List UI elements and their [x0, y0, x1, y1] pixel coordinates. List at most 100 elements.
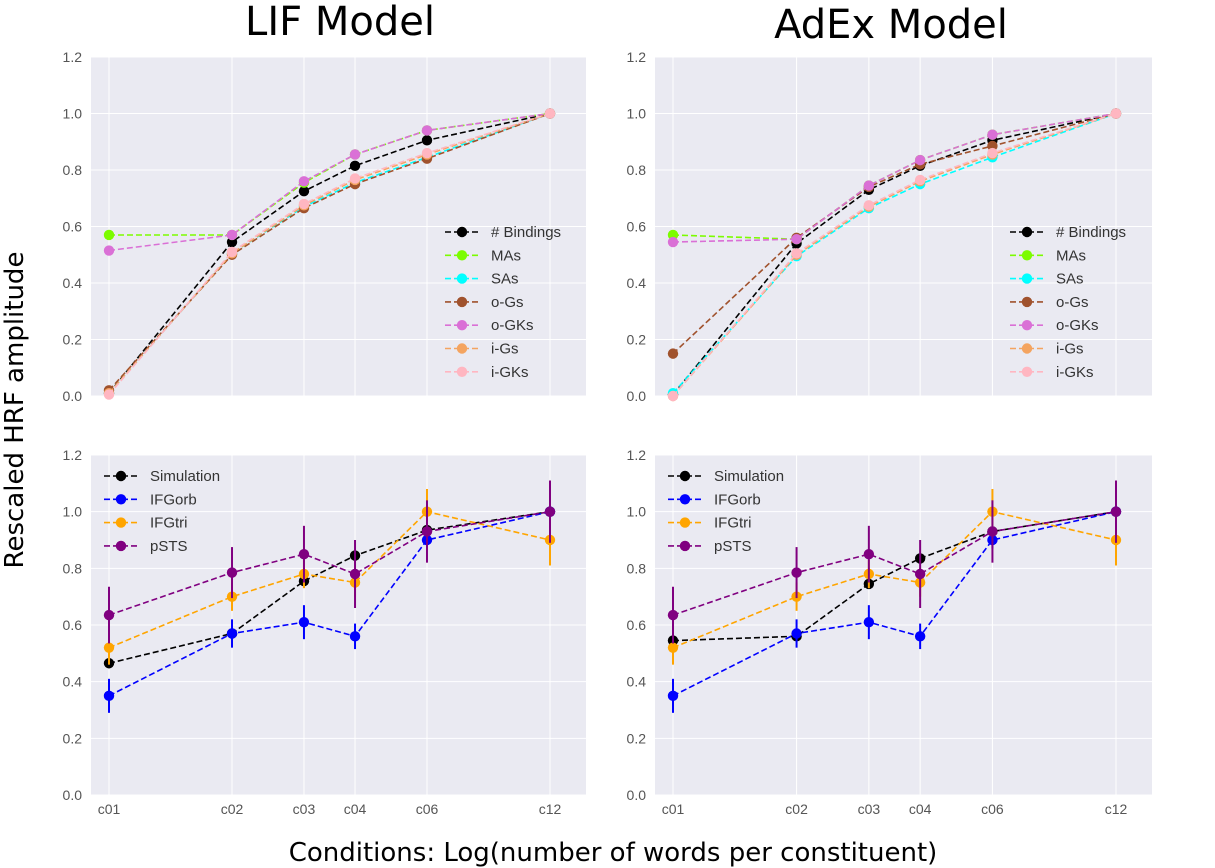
- x-tick-label: c01: [662, 801, 685, 817]
- legend-marker: [1021, 273, 1033, 284]
- data-point: [103, 609, 115, 621]
- series-line: [108, 510, 551, 649]
- y-tick-label: 1.0: [63, 106, 83, 122]
- y-tick-label: 0.8: [63, 162, 83, 178]
- series-line: [108, 510, 551, 665]
- series-line: [672, 112, 1117, 355]
- data-point: [914, 154, 926, 166]
- data-point: [914, 631, 926, 642]
- data-point: [226, 229, 238, 241]
- legend-item: o-Gs: [1010, 294, 1089, 311]
- data-point: [914, 174, 926, 186]
- legend-item: i-GKs: [445, 364, 529, 381]
- legend-label: i-GKs: [491, 364, 529, 381]
- data-point: [103, 229, 115, 241]
- x-tick-label: c04: [909, 801, 932, 817]
- series-line: [672, 112, 1117, 396]
- y-axis-title: Rescaled HRF amplitude: [0, 252, 30, 569]
- legend-marker: [1021, 320, 1033, 331]
- series-psts: [667, 480, 1122, 644]
- legend-marker: [1021, 296, 1033, 308]
- legend-marker: [456, 250, 468, 261]
- series-line: [672, 112, 1117, 241]
- data-point: [349, 631, 361, 642]
- data-point: [226, 567, 238, 578]
- legend-label: i-Gs: [1056, 341, 1084, 358]
- series-line: [108, 510, 551, 616]
- legend-item: SAs: [1010, 271, 1084, 288]
- x-tick-label: c12: [1105, 801, 1128, 817]
- legend-marker: [115, 470, 127, 482]
- legend-label: # Bindings: [491, 224, 561, 241]
- data-point: [349, 568, 361, 580]
- data-point: [1110, 108, 1122, 119]
- data-point: [103, 245, 115, 256]
- y-tick-label: 0.0: [63, 388, 83, 404]
- y-tick-label: 0.0: [627, 787, 647, 803]
- y-tick-label: 0.8: [627, 162, 647, 178]
- data-point: [791, 234, 802, 245]
- legend-marker: [456, 273, 468, 284]
- series-line: [672, 510, 1117, 649]
- y-tick-label: 0.6: [627, 617, 647, 633]
- legend-marker: [679, 540, 691, 552]
- data-point: [667, 236, 679, 248]
- data-point: [226, 246, 238, 258]
- data-point: [226, 628, 238, 639]
- legend-item: i-Gs: [1010, 341, 1084, 358]
- legend-marker: [115, 517, 127, 528]
- x-tick-label: c01: [98, 801, 121, 817]
- data-point: [1110, 506, 1122, 517]
- data-point: [421, 135, 433, 146]
- data-point: [863, 180, 875, 191]
- data-point: [298, 185, 310, 197]
- y-tick-label: 0.2: [627, 332, 647, 348]
- gridlines: [91, 56, 586, 397]
- data-point: [421, 125, 433, 136]
- legend-item: o-GKs: [1010, 317, 1099, 334]
- series-line: [108, 112, 551, 252]
- y-tick-label: 1.2: [63, 447, 83, 463]
- y-tick-label: 0.0: [63, 787, 83, 803]
- legend-label: IFGorb: [714, 491, 761, 508]
- y-tick-label: 0.6: [627, 219, 647, 235]
- data-point: [667, 609, 679, 621]
- series-line: [672, 112, 1117, 397]
- legend-item: IFGtri: [104, 515, 188, 532]
- data-point: [667, 690, 679, 702]
- chart-panel-2: 0.0 0.2 0.4 0.6 0.8 1.0 1.2 # Bindings MAs SAs o-G…: [627, 49, 1152, 404]
- series-line: [672, 510, 1117, 642]
- y-tick-label: 1.2: [63, 49, 83, 65]
- data-point: [544, 506, 556, 517]
- legend-label: Simulation: [714, 468, 784, 485]
- data-point: [298, 176, 310, 187]
- data-point: [349, 173, 361, 184]
- legend-label: i-Gs: [491, 341, 519, 358]
- legend-item: MAs: [1010, 247, 1086, 264]
- legend-item: pSTS: [104, 538, 188, 555]
- legend-marker: [1021, 226, 1033, 238]
- data-point: [863, 616, 875, 628]
- x-tick-label: c02: [785, 801, 808, 817]
- y-tick-label: 1.0: [627, 504, 647, 520]
- legend-item: SAs: [445, 271, 519, 288]
- data-point: [914, 568, 926, 580]
- legend-label: pSTS: [714, 538, 752, 555]
- legend-label: pSTS: [150, 538, 188, 555]
- x-tick-label: c04: [344, 801, 367, 817]
- legend-item: # Bindings: [1010, 224, 1126, 241]
- legend-marker: [679, 517, 691, 528]
- legend-marker: [456, 343, 468, 354]
- legend-label: MAs: [491, 247, 521, 264]
- y-tick-label: 0.4: [627, 674, 647, 690]
- legend-label: Simulation: [150, 468, 220, 485]
- data-point: [791, 628, 802, 639]
- data-point: [103, 690, 115, 702]
- legend-label: SAs: [491, 271, 519, 288]
- series-line: [108, 112, 551, 396]
- legend-item: # Bindings: [445, 224, 561, 241]
- y-tick-label: 1.2: [627, 447, 647, 463]
- legend-label: IFGtri: [150, 515, 188, 532]
- legend-item: o-GKs: [445, 317, 534, 334]
